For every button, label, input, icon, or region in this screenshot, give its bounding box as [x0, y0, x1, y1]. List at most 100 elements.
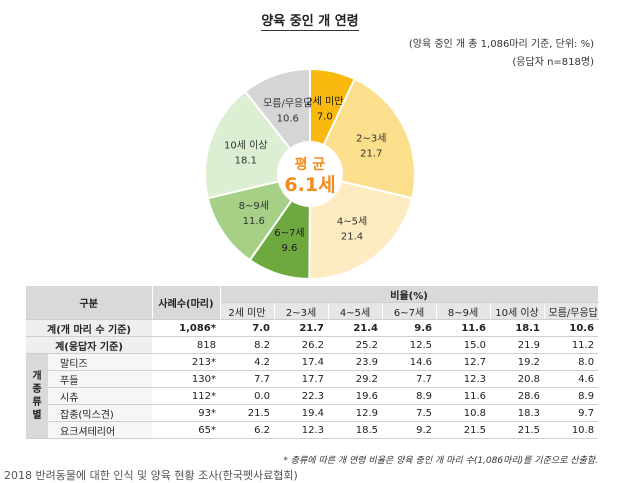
row-count: 213*: [152, 353, 220, 371]
row-value: 8.2: [220, 336, 274, 354]
source-caption: 2018 반려동물에 대한 인식 및 양육 현황 조사(한국펫사료협회): [4, 469, 298, 482]
table-row: 잡종(믹스견) 93* 21.5 19.4 12.9 7.5 10.8 18.3 9.7: [26, 404, 599, 422]
row-value: 26.2: [274, 336, 328, 354]
row-value: 10.6: [544, 319, 599, 337]
pie-slice-value-0: 7.0: [317, 112, 333, 123]
row-value: 18.3: [490, 404, 544, 422]
row-value: 6.2: [220, 421, 274, 439]
header-ratio-col-5: 10세 이상: [490, 302, 545, 320]
subtitle-base: (양육 중인 개 총 1,086마리 기준, 단위: %): [408, 39, 594, 50]
row-value: 21.7: [274, 319, 328, 337]
row-label: 요크셔테리어: [48, 421, 152, 439]
header-group: 구분: [26, 286, 153, 320]
pie-slice-label-6: 모름/무응답: [263, 98, 312, 110]
row-value: 10.8: [544, 421, 599, 439]
row-value: 11.6: [436, 387, 490, 405]
table-row: 계(개 마리 수 기준) 1,086* 7.0 21.7 21.4 9.6 11.6 18.1…: [26, 319, 599, 337]
row-value: 12.3: [274, 421, 328, 439]
row-value: 11.2: [544, 336, 599, 354]
pie-slice-label-0: 2세 미만: [306, 96, 343, 108]
row-value: 28.6: [490, 387, 544, 405]
row-value: 19.4: [274, 404, 328, 422]
row-value: 12.3: [436, 370, 490, 388]
row-label: 계(응답자 기준): [26, 336, 152, 354]
pie-slice-value-2: 21.4: [341, 231, 363, 242]
row-value: 9.6: [382, 319, 436, 337]
pie-slice-value-1: 21.7: [360, 148, 382, 159]
row-count: 1,086*: [152, 319, 220, 337]
row-value: 9.2: [382, 421, 436, 439]
row-value: 8.9: [382, 387, 436, 405]
row-value: 12.5: [382, 336, 436, 354]
pie-slice-value-4: 11.6: [243, 216, 265, 227]
row-count: 130*: [152, 370, 220, 388]
pie-slice-value-3: 9.6: [281, 243, 297, 254]
row-value: 4.2: [220, 353, 274, 371]
pie-chart: 2세 미만 7.0 2~3세 21.7 4~5세 21.4 6~7세 9.6 8~9세 11.6 1…: [204, 67, 416, 281]
pie-slice-label-1: 2~3세: [356, 132, 386, 144]
row-value: 17.4: [274, 353, 328, 371]
header-ratio-col-6: 모름/무응답: [544, 302, 599, 320]
breed-group-label: 개 종류별: [26, 353, 48, 439]
pie-slice-label-3: 6~7세: [274, 227, 304, 239]
row-value: 8.0: [544, 353, 599, 371]
row-value: 7.0: [220, 319, 274, 337]
row-label: 계(개 마리 수 기준): [26, 319, 152, 337]
pie-center-value: 6.1세: [284, 174, 335, 196]
row-value: 29.2: [328, 370, 382, 388]
table-row: 계(응답자 기준) 818 8.2 26.2 25.2 12.5 15.0 21.9 11.2: [26, 336, 599, 354]
table-row: 푸들 130* 7.7 17.7 29.2 7.7 12.3 20.8 4.6: [26, 370, 599, 388]
row-value: 19.6: [328, 387, 382, 405]
row-value: 7.5: [382, 404, 436, 422]
row-value: 18.1: [490, 319, 544, 337]
row-value: 21.5: [490, 421, 544, 439]
row-label: 시츄: [48, 387, 152, 405]
header-ratio-col-0: 2세 미만: [220, 302, 275, 320]
row-value: 9.7: [544, 404, 599, 422]
row-value: 21.5: [436, 421, 490, 439]
row-value: 19.2: [490, 353, 544, 371]
header-ratio-col-1: 2~3세: [274, 302, 329, 320]
pie-slice-label-4: 8~9세: [239, 200, 269, 212]
row-value: 0.0: [220, 387, 274, 405]
row-value: 7.7: [382, 370, 436, 388]
footnote: * 종류에 따른 개 연령 비율은 양육 중인 개 마리 수(1,086마리)를…: [283, 456, 598, 466]
row-value: 21.5: [220, 404, 274, 422]
table-row: 개 종류별 말티즈 213* 4.2 17.4 23.9 14.6 12.7 19.2 8.0: [26, 353, 599, 439]
row-count: 112*: [152, 387, 220, 405]
row-label: 잡종(믹스견): [48, 404, 152, 422]
table-row: 시츄 112* 0.0 22.3 19.6 8.9 11.6 28.6 8.9: [26, 387, 599, 405]
header-ratio-col-2: 4~5세: [328, 302, 383, 320]
row-value: 17.7: [274, 370, 328, 388]
pie-center-label: 평 균: [295, 156, 326, 173]
header-ratio-col-3: 6~7세: [382, 302, 437, 320]
age-ratio-table: 구분 사례수(마리) 비율(%) 2세 미만 2~3세 4~5세 6~7세 8~9세 10…: [26, 286, 599, 439]
pie-slice-label-5: 10세 이상: [224, 140, 268, 152]
row-value: 11.6: [436, 319, 490, 337]
row-value: 22.3: [274, 387, 328, 405]
pie-slice-2: [308, 172, 414, 280]
row-value: 12.7: [436, 353, 490, 371]
row-label: 푸들: [48, 370, 152, 388]
row-value: 20.8: [490, 370, 544, 388]
table-row: 요크셔테리어 65* 6.2 12.3 18.5 9.2 21.5 21.5 10.8: [26, 421, 599, 439]
row-value: 14.6: [382, 353, 436, 371]
row-count: 93*: [152, 404, 220, 422]
row-value: 21.9: [490, 336, 544, 354]
row-value: 23.9: [328, 353, 382, 371]
row-count: 65*: [152, 421, 220, 439]
pie-slice-label-2: 4~5세: [337, 215, 367, 227]
row-value: 15.0: [436, 336, 490, 354]
chart-title: 양육 중인 개 연령: [0, 10, 620, 31]
row-value: 21.4: [328, 319, 382, 337]
pie-slice-value-5: 18.1: [235, 156, 257, 167]
row-label: 말티즈: [48, 353, 152, 371]
header-count: 사례수(마리): [152, 286, 221, 320]
pie-slice-value-6: 10.6: [277, 114, 299, 125]
pie-slice-4: [206, 172, 313, 262]
header-ratio-col-4: 8~9세: [436, 302, 491, 320]
row-value: 25.2: [328, 336, 382, 354]
header-ratio: 비율(%): [220, 286, 599, 303]
chart-title-text: 양육 중인 개 연령: [261, 14, 359, 31]
row-value: 4.6: [544, 370, 599, 388]
